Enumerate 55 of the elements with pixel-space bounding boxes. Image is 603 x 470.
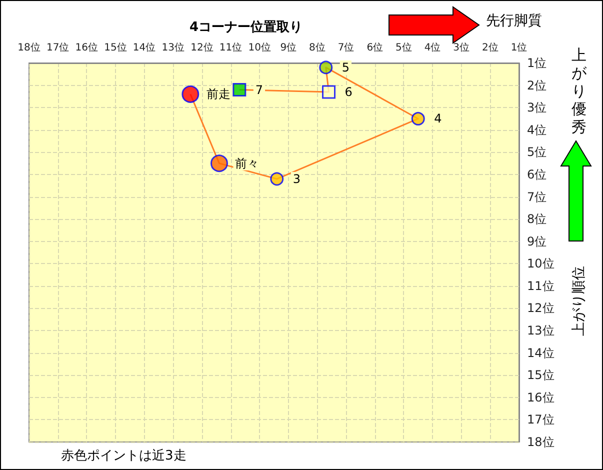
x-axis-title: 4コーナー位置取り [189,20,303,35]
x-tick-label: 4位 [424,42,441,54]
point [411,112,425,126]
x-tick-label: 13位 [162,42,184,54]
x-tick-label: 7位 [338,42,354,54]
point [210,154,228,172]
x-tick-label: 1位 [510,42,528,54]
y-tick-label: 10位 [527,256,554,271]
annotation: 3 [292,172,301,186]
point [319,60,333,74]
y-tick-label: 5位 [527,145,547,160]
y-axis-title: 上がり順位 [571,266,587,336]
x-tick-label: 10位 [248,42,271,54]
y-tick-label: 12位 [527,301,554,316]
annotation: 4 [434,112,442,126]
y-tick-label: 2位 [527,78,547,92]
annotation: 5 [342,60,350,74]
x-tick-label: 18位 [18,42,40,54]
y-tick-label: 9位 [527,234,547,248]
text: 先行脚質 [486,13,542,29]
point [232,83,246,97]
y-tick-label: 7位 [527,190,547,204]
x-tick-label: 12位 [190,42,214,54]
x-tick-label: 6位 [366,42,384,54]
y-tick-label: 18位 [527,435,554,449]
x-tick-label: 15位 [104,42,127,54]
text: 上がり優秀 [572,46,588,136]
y-tick-label: 8位 [527,212,547,226]
text: 赤色ポイントは近3走 [61,448,186,464]
y-tick-label: 13位 [527,324,554,338]
x-tick-label: 5位 [396,42,412,54]
y-tick-label: 3位 [527,100,547,115]
x-tick-label: 2位 [482,42,498,54]
point [270,172,284,186]
annotation: 前走 [206,87,230,102]
y-tick-label: 4位 [527,122,547,137]
x-tick-label: 17位 [46,42,70,54]
annotation: 7 [255,82,264,97]
x-tick-label: 16位 [75,42,98,54]
y-tick-label: 14位 [527,346,554,360]
x-tick-label: 3位 [453,42,470,54]
y-tick-label: 15位 [527,368,554,382]
y-tick-label: 1位 [527,56,547,70]
annotation: 前々 [235,156,260,170]
y-tick-label: 16位 [527,390,554,404]
x-tick-label: 9位 [280,42,297,54]
point [322,85,336,99]
x-tick-label: 8位 [309,42,326,54]
y-tick-label: 17位 [527,412,554,427]
y-tick-label: 6位 [527,167,547,182]
annotation: 6 [344,84,352,99]
point [182,85,200,103]
y-tick-label: 11位 [527,278,554,293]
x-tick-label: 14位 [132,42,156,54]
x-tick-label: 11位 [219,42,242,54]
